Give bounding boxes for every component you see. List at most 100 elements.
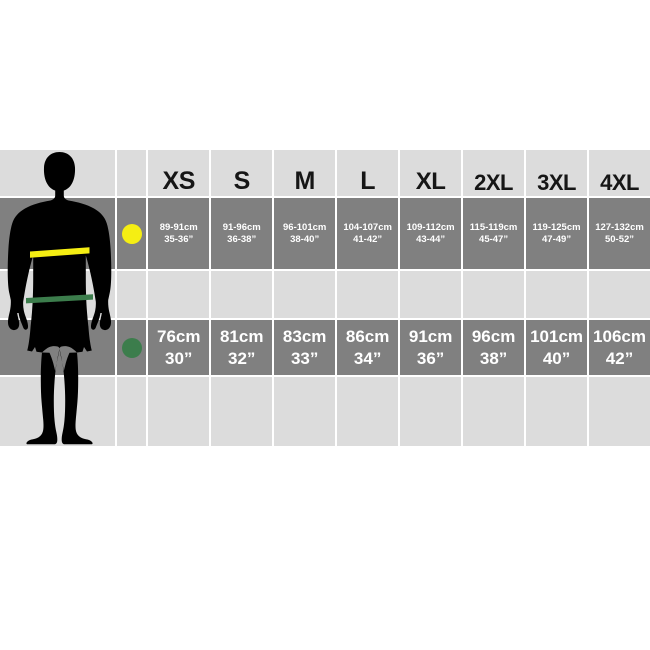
waist-value-3xl: 101cm 40” — [526, 320, 588, 375]
column-divider — [115, 320, 118, 375]
column-divider — [115, 271, 118, 318]
chest-cm-xl: 109-112cm — [406, 221, 455, 233]
column-divider — [146, 198, 149, 269]
chest-row-figure-cell — [0, 198, 116, 269]
column-divider — [461, 150, 464, 196]
waist-in-xl: 36” — [416, 348, 445, 368]
spacer2-cell-4xl — [589, 377, 650, 446]
waist-row-figure-cell — [0, 320, 116, 375]
chest-value-xs: 89-91cm 35-36” — [148, 198, 210, 269]
column-header-m: M — [274, 150, 336, 196]
chest-value-s: 91-96cm 36-38” — [211, 198, 273, 269]
spacer-row-lower — [0, 377, 650, 446]
spacer-marker-cell — [117, 271, 147, 318]
waist-in-m: 33” — [290, 348, 319, 368]
column-divider — [209, 198, 212, 269]
spacer2-cell-s — [211, 377, 273, 446]
size-label-2xl: 2XL — [474, 170, 513, 195]
column-divider — [398, 150, 401, 196]
waist-value-4xl: 106cm 42” — [589, 320, 650, 375]
waist-in-s: 32” — [227, 348, 256, 368]
waist-value-l: 86cm 34” — [337, 320, 399, 375]
chest-in-s: 36-38” — [227, 233, 257, 245]
spacer2-cell-xs — [148, 377, 210, 446]
size-label-4xl: 4XL — [600, 170, 639, 195]
column-divider — [461, 271, 464, 318]
column-divider — [115, 150, 118, 196]
column-divider — [587, 150, 589, 196]
waist-cm-l: 86cm — [345, 327, 390, 347]
column-divider — [209, 150, 212, 196]
waist-value-m: 83cm 33” — [274, 320, 336, 375]
column-divider — [335, 377, 338, 446]
column-divider — [461, 320, 464, 375]
column-divider — [115, 377, 118, 446]
chest-in-l: 41-42” — [353, 233, 383, 245]
column-divider — [272, 150, 275, 196]
spacer2-cell-2xl — [463, 377, 525, 446]
chest-cm-xs: 89-91cm — [159, 221, 198, 233]
column-divider — [146, 271, 149, 318]
column-header-4xl: 4XL — [589, 150, 650, 196]
spacer-cell-s — [211, 271, 273, 318]
column-divider — [335, 150, 338, 196]
chest-in-xs: 35-36” — [164, 233, 194, 245]
column-divider — [587, 377, 589, 446]
waist-in-l: 34” — [353, 348, 382, 368]
spacer-cell-l — [337, 271, 399, 318]
column-divider — [587, 198, 589, 269]
column-divider — [335, 198, 338, 269]
size-label-3xl: 3XL — [537, 170, 576, 195]
waist-value-xs: 76cm 30” — [148, 320, 210, 375]
waist-cm-m: 83cm — [282, 327, 327, 347]
column-divider — [209, 377, 212, 446]
chest-value-l: 104-107cm 41-42” — [337, 198, 399, 269]
waist-cm-xs: 76cm — [156, 327, 201, 347]
chest-marker-cell — [117, 198, 147, 269]
waist-cm-3xl: 101cm — [530, 327, 584, 347]
waist-in-xs: 30” — [165, 348, 193, 368]
chest-in-xl: 43-44” — [416, 233, 446, 245]
chest-in-2xl: 45-47” — [479, 233, 509, 245]
column-header-s: S — [211, 150, 273, 196]
waist-marker-cell — [117, 320, 147, 375]
waist-value-s: 81cm 32” — [211, 320, 273, 375]
table-header-row: XS S M L XL 2XL 3XL — [0, 150, 650, 196]
column-divider — [524, 320, 527, 375]
size-label-l: L — [360, 167, 376, 195]
chest-cm-4xl: 127-132cm — [595, 221, 644, 233]
waist-value-2xl: 96cm 38” — [463, 320, 525, 375]
column-divider — [209, 271, 212, 318]
spacer-row-upper — [0, 271, 650, 318]
chest-in-m: 38-40” — [290, 233, 320, 245]
column-divider — [461, 198, 464, 269]
spacer-cell-2xl — [463, 271, 525, 318]
size-label-xs: XS — [162, 167, 196, 195]
column-divider — [272, 271, 275, 318]
column-divider — [398, 271, 401, 318]
chest-in-3xl: 47-49” — [542, 233, 572, 245]
column-divider — [272, 320, 275, 375]
column-divider — [146, 320, 149, 375]
column-divider — [524, 150, 527, 196]
column-divider — [398, 377, 401, 446]
column-divider — [524, 271, 527, 318]
column-divider — [524, 198, 527, 269]
column-divider — [146, 377, 149, 446]
chest-value-3xl: 119-125cm 47-49” — [526, 198, 588, 269]
chest-value-4xl: 127-132cm 50-52” — [589, 198, 650, 269]
column-divider — [524, 377, 527, 446]
waist-in-2xl: 38” — [479, 348, 508, 368]
column-divider — [461, 377, 464, 446]
spacer2-cell-l — [337, 377, 399, 446]
chest-in-4xl: 50-52” — [604, 233, 635, 245]
chest-value-m: 96-101cm 38-40” — [274, 198, 336, 269]
green-circle-marker-icon — [121, 337, 142, 358]
waist-value-xl: 91cm 36” — [400, 320, 462, 375]
spacer2-cell-m — [274, 377, 336, 446]
spacer2-marker-cell — [117, 377, 147, 446]
size-label-xl: XL — [415, 168, 446, 195]
chest-cm-m: 96-101cm — [283, 221, 327, 233]
column-divider — [146, 150, 149, 196]
